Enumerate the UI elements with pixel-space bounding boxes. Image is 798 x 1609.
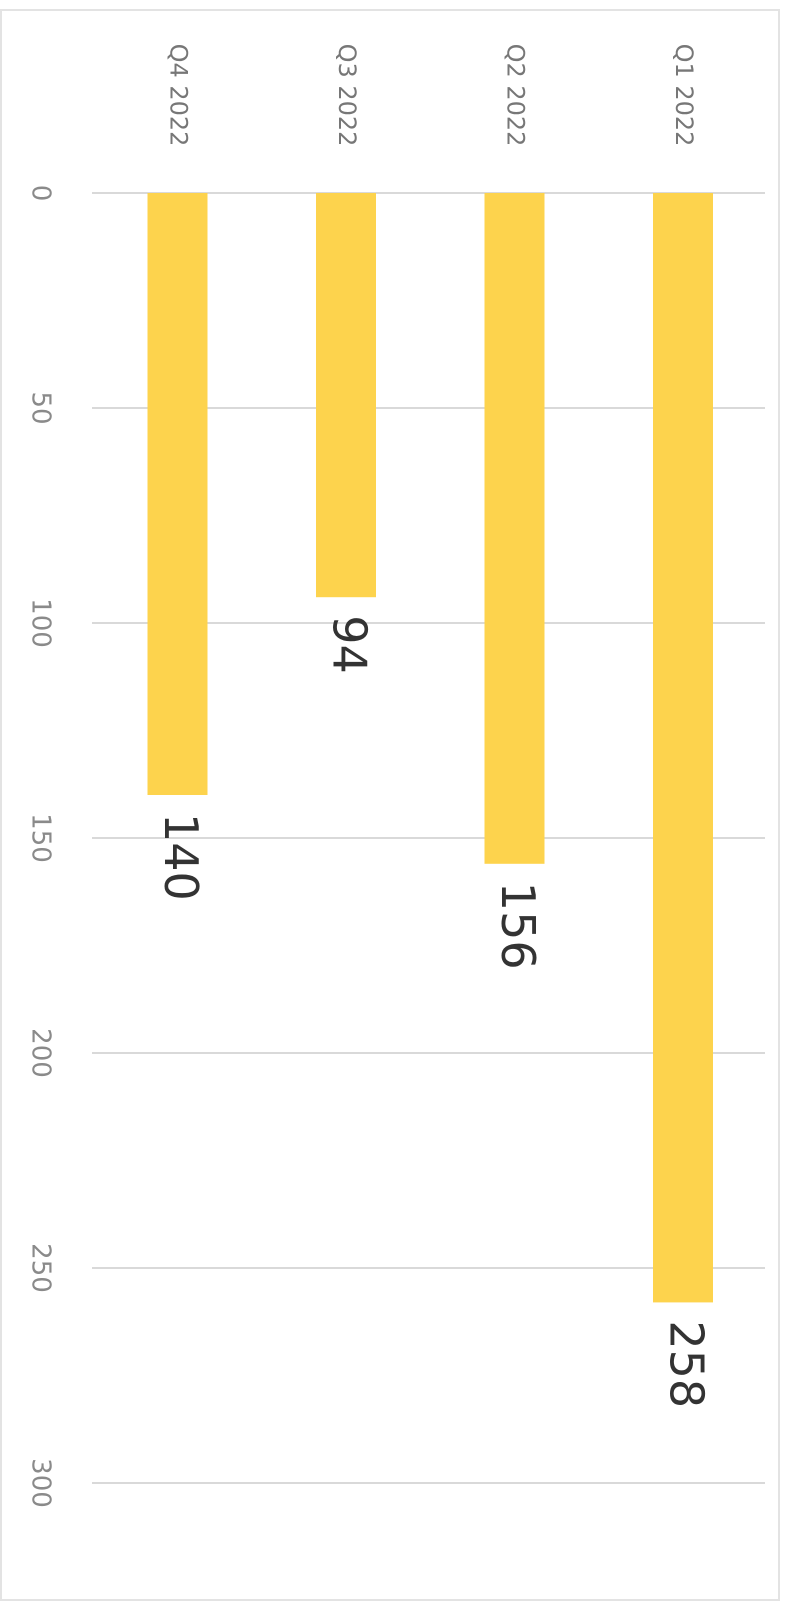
x-tick-label: Q1 2022 <box>670 44 698 147</box>
bar <box>147 193 208 795</box>
value-label: 140 <box>154 813 208 901</box>
y-tick-label: 100 <box>26 598 56 648</box>
x-tick-label: Q3 2022 <box>333 44 361 147</box>
y-tick-label: 0 <box>26 185 56 202</box>
y-tick-label: 50 <box>26 391 56 424</box>
x-tick-label: Q4 2022 <box>165 44 193 147</box>
value-label: 94 <box>323 615 377 674</box>
value-label: 258 <box>660 1320 714 1408</box>
y-tick-label: 200 <box>26 1028 56 1078</box>
bar <box>484 193 545 864</box>
x-tick-label: Q2 2022 <box>502 44 530 147</box>
value-label: 156 <box>491 882 545 970</box>
chart-frame <box>0 9 780 1601</box>
y-tick-label: 150 <box>26 813 56 863</box>
y-tick-label: 300 <box>26 1458 56 1508</box>
bar <box>316 193 376 598</box>
bar <box>653 193 713 1303</box>
y-tick-label: 250 <box>26 1243 56 1293</box>
